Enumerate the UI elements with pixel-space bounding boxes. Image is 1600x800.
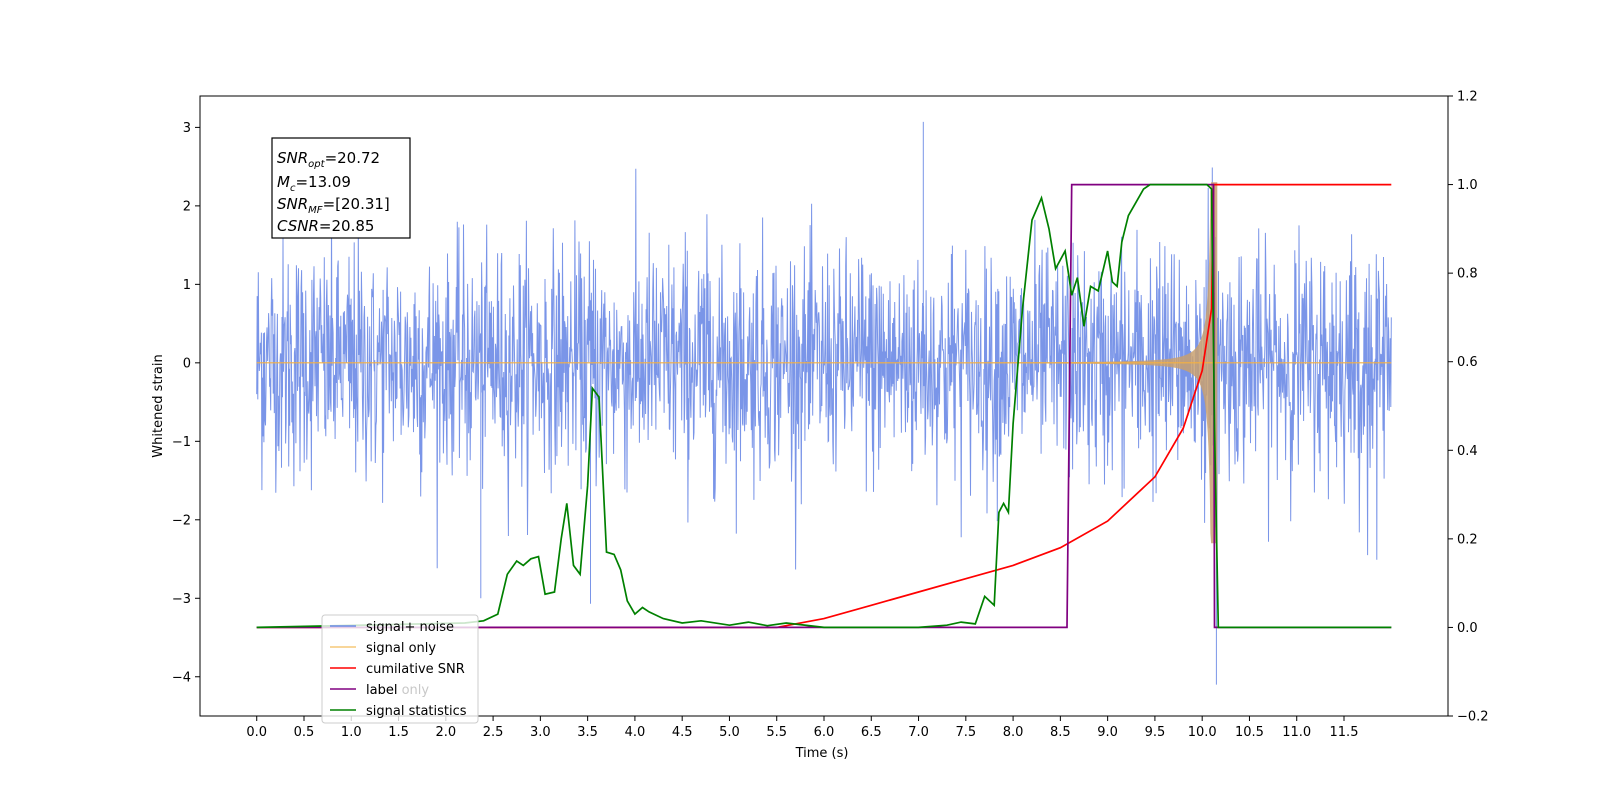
x-tick-label: 2.5 <box>483 725 504 740</box>
y2-tick-label: 1.0 <box>1457 178 1478 193</box>
x-tick-label: 8.0 <box>1003 725 1024 740</box>
info-box: SNRopt=20.72 Mc=13.09 SNRMF=[20.31] CSNR… <box>271 137 411 239</box>
series-cumilative-snr <box>256 183 1392 629</box>
series-label <box>256 183 1392 629</box>
right-axis-series <box>256 183 1392 629</box>
x-tick-label: 2.0 <box>435 725 456 740</box>
legend-label-cumulative-snr: cumilative SNR <box>366 662 465 677</box>
x-tick-label: 10.0 <box>1188 725 1217 740</box>
legend-label-label-only: label only <box>366 683 429 698</box>
y-tick-label: 2 <box>183 199 191 214</box>
x-tick-label: 7.0 <box>908 725 929 740</box>
legend-label-label: label <box>366 683 397 698</box>
x-axis: 0.0 0.5 1.0 1.5 2.0 2.5 3.0 3.5 4.0 4.5 5.0 5.5 6.0 6… <box>246 716 1358 740</box>
series-signal-noise <box>256 121 1392 685</box>
info-snr-mf: SNRMF=[20.31] <box>277 195 390 216</box>
y-tick-label: 0 <box>183 356 191 371</box>
x-tick-label: 8.5 <box>1050 725 1071 740</box>
x-axis-title: Time (s) <box>795 746 849 761</box>
y2-tick-label: 0.6 <box>1457 355 1478 370</box>
legend: signal+ noise signal only cumilative SNR… <box>321 614 479 724</box>
y-tick-label: −1 <box>172 435 191 450</box>
x-tick-label: 6.0 <box>814 725 835 740</box>
x-tick-label: 11.5 <box>1330 725 1359 740</box>
y2-tick-label: −0.2 <box>1457 710 1489 725</box>
legend-label-signal-only: signal only <box>366 641 436 656</box>
series-signal-statistics <box>256 183 1392 629</box>
info-csnr: CSNR=20.85 <box>277 217 374 235</box>
y2-tick-label: 0.2 <box>1457 532 1478 547</box>
y-tick-label: −2 <box>172 513 191 528</box>
x-tick-label: 6.5 <box>861 725 882 740</box>
x-tick-label: 4.5 <box>672 725 693 740</box>
y2-tick-label: 0.0 <box>1457 621 1478 636</box>
x-tick-label: 7.5 <box>955 725 976 740</box>
y-tick-label: 3 <box>183 121 191 136</box>
x-tick-label: 3.5 <box>577 725 598 740</box>
x-tick-label: 9.5 <box>1145 725 1166 740</box>
y2-tick-label: 0.8 <box>1457 267 1478 282</box>
info-mc: Mc=13.09 <box>277 173 351 194</box>
y2-tick-label: 1.2 <box>1457 90 1478 105</box>
series-signal-only <box>256 182 1392 544</box>
x-tick-label: 0.5 <box>294 725 315 740</box>
x-tick-label: 5.0 <box>719 725 740 740</box>
x-tick-label: 5.5 <box>766 725 787 740</box>
x-tick-label: 10.5 <box>1235 725 1264 740</box>
legend-label-signal-statistics: signal statistics <box>366 704 467 719</box>
info-snr-opt: SNRopt=20.72 <box>277 149 380 170</box>
x-tick-label: 9.0 <box>1097 725 1118 740</box>
y-tick-label: −4 <box>172 670 191 685</box>
y2-tick-label: 0.4 <box>1457 444 1478 459</box>
x-tick-label: 0.0 <box>246 725 267 740</box>
x-tick-label: 4.0 <box>625 725 646 740</box>
y-tick-label: −3 <box>172 592 191 607</box>
legend-label-signal-noise: signal+ noise <box>366 620 454 635</box>
y-tick-label: 1 <box>183 278 191 293</box>
x-tick-label: 1.5 <box>388 725 409 740</box>
x-tick-label: 1.0 <box>341 725 362 740</box>
x-tick-label: 3.0 <box>530 725 551 740</box>
y-axis-right: 1.2 1.0 0.8 0.6 0.4 0.2 0.0 −0.2 <box>1448 90 1489 725</box>
y-axis-title: Whitened strain <box>151 354 166 457</box>
y-axis-left: 3 2 1 0 −1 −2 −3 −4 <box>172 121 200 685</box>
signal-noise-line <box>256 121 1392 685</box>
x-tick-label: 11.0 <box>1282 725 1311 740</box>
